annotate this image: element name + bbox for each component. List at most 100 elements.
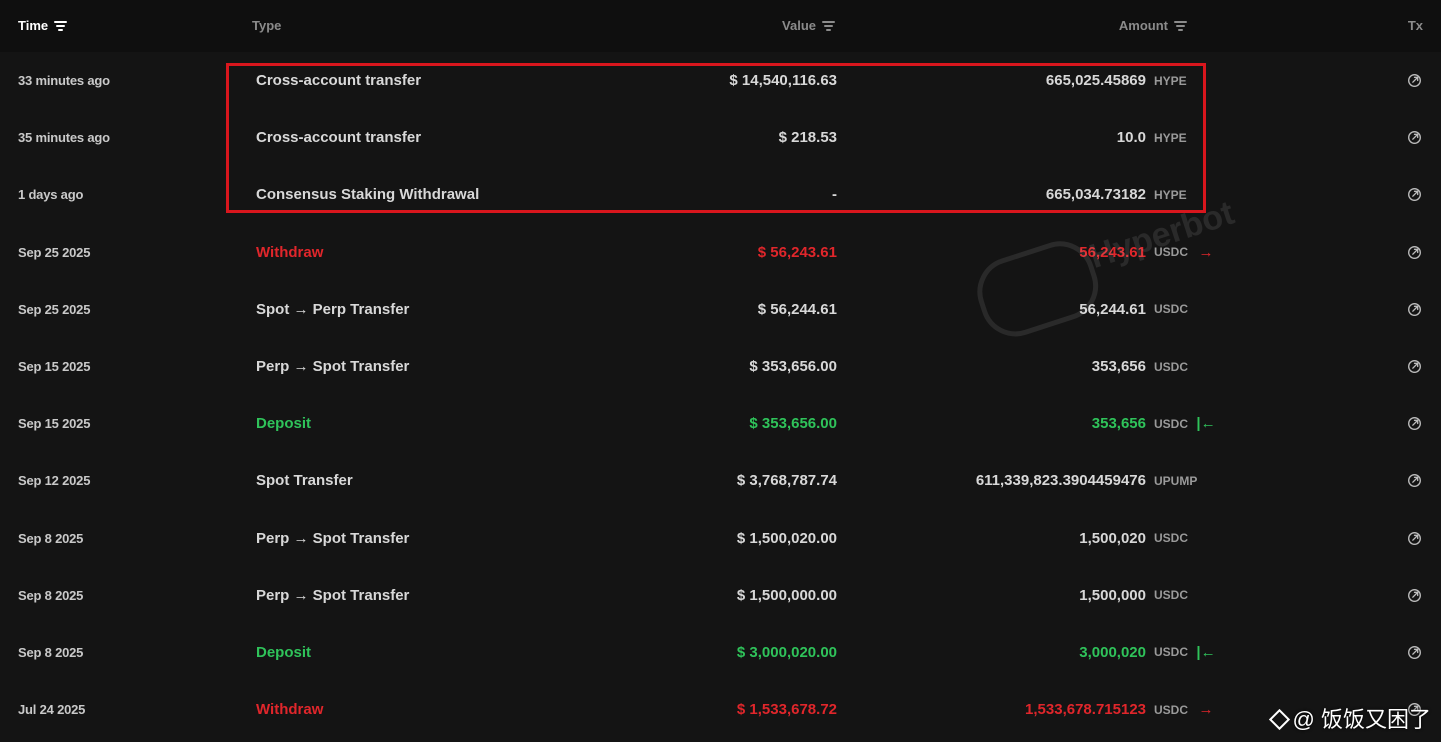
external-link-icon[interactable] — [1407, 531, 1422, 546]
row-amount-unit: USDC — [1154, 531, 1189, 546]
external-link-icon[interactable] — [1407, 645, 1422, 660]
external-link-icon[interactable] — [1407, 473, 1422, 488]
tx-link[interactable] — [1407, 166, 1422, 223]
row-value: $ 56,243.61 — [757, 243, 837, 261]
direction-empty — [1196, 52, 1216, 109]
header-value-label: Value — [782, 18, 816, 33]
header-amount-sort[interactable]: Amount — [1119, 0, 1187, 52]
table-row[interactable]: Jul 24 2025 Withdraw $ 1,533,678.72 1,533,6… — [0, 681, 1441, 738]
table-row[interactable]: Sep 25 2025 Withdraw $ 56,243.61 56,243.61 U… — [0, 224, 1441, 281]
tx-link[interactable] — [1407, 681, 1422, 738]
row-amount: 3,000,020 USDC — [1079, 624, 1188, 681]
table-row[interactable]: Sep 15 2025 Perp → Spot Transfer $ 353,656… — [0, 338, 1441, 395]
tx-link[interactable] — [1407, 624, 1422, 681]
row-type: Cross-account transfer — [256, 129, 422, 147]
table-row[interactable]: Sep 8 2025 Perp → Spot Transfer $ 1,500,02… — [0, 510, 1441, 567]
tx-link[interactable] — [1407, 109, 1422, 166]
table-row[interactable]: 33 minutes ago Cross-account transfer $ 14… — [0, 52, 1441, 109]
row-amount: 56,243.61 USDC — [1079, 224, 1188, 281]
row-amount-value: 56,244.61 — [1079, 300, 1146, 318]
row-amount-value: 1,500,000 — [1079, 586, 1146, 604]
row-type: Spot Transfer — [256, 472, 353, 490]
row-type: Withdraw — [256, 701, 324, 719]
external-link-icon[interactable] — [1407, 702, 1422, 717]
external-link-icon[interactable] — [1407, 302, 1422, 317]
table-header: Time Type Value Amount Tx — [0, 0, 1441, 52]
external-link-icon[interactable] — [1407, 416, 1422, 431]
row-time: Sep 25 2025 — [18, 244, 91, 260]
row-type: Perp → Spot Transfer — [256, 529, 410, 547]
table-row[interactable]: Sep 25 2025 Spot → Perp Transfer $ 56,244.… — [0, 281, 1441, 338]
row-amount-unit: USDC — [1154, 245, 1189, 260]
table-row[interactable]: 1 days ago Consensus Staking Withdrawal - 6… — [0, 166, 1441, 223]
row-amount: 611,339,823.3904459476 UPUMP — [976, 452, 1198, 509]
table-row[interactable]: 35 minutes ago Cross-account transfer $ 21… — [0, 109, 1441, 166]
row-amount-value: 353,656 — [1091, 358, 1146, 376]
row-amount-value: 1,500,020 — [1079, 529, 1146, 547]
direction-empty — [1196, 109, 1216, 166]
diamond-logo-icon — [1269, 709, 1287, 727]
direction-empty — [1196, 166, 1216, 223]
external-link-icon[interactable] — [1407, 130, 1422, 145]
table-row[interactable]: Sep 8 2025 Perp → Spot Transfer $ 1,500,00… — [0, 567, 1441, 624]
tx-link[interactable] — [1407, 224, 1422, 281]
external-link-icon[interactable] — [1407, 588, 1422, 603]
filter-icon[interactable] — [54, 21, 68, 31]
direction-empty — [1196, 510, 1216, 567]
row-amount-unit: USDC — [1154, 588, 1189, 603]
row-amount-unit: HYPE — [1154, 73, 1187, 88]
row-type: Perp → Spot Transfer — [256, 358, 410, 376]
row-amount: 353,656 USDC — [1092, 338, 1188, 395]
row-type: Perp → Spot Transfer — [256, 586, 410, 604]
filter-icon[interactable] — [822, 21, 835, 31]
row-amount-value: 1,533,678.715123 — [1025, 701, 1146, 719]
row-amount: 10.0 HYPE — [1117, 109, 1188, 166]
tx-link[interactable] — [1407, 52, 1422, 109]
external-link-icon[interactable] — [1407, 187, 1422, 202]
row-amount-unit: USDC — [1154, 416, 1189, 431]
header-type: Type — [252, 0, 281, 52]
tx-link[interactable] — [1407, 281, 1422, 338]
row-amount-unit: UPUMP — [1154, 473, 1198, 488]
row-amount-value: 353,656 — [1091, 415, 1146, 433]
row-amount: 1,500,020 USDC — [1079, 510, 1188, 567]
row-value: $ 1,500,000.00 — [736, 586, 837, 604]
row-value: $ 56,244.61 — [757, 300, 837, 318]
row-amount: 56,244.61 USDC — [1079, 281, 1188, 338]
direction-empty — [1196, 281, 1216, 338]
row-amount: 353,656 USDC — [1092, 395, 1188, 452]
table-row[interactable]: Sep 15 2025 Deposit $ 353,656.00 353,656 USD… — [0, 395, 1441, 452]
row-time: 33 minutes ago — [18, 73, 110, 89]
row-time: Sep 8 2025 — [18, 644, 84, 660]
tx-link[interactable] — [1407, 452, 1422, 509]
external-link-icon[interactable] — [1407, 245, 1422, 260]
row-value: $ 353,656.00 — [749, 358, 837, 376]
direction-empty — [1196, 567, 1216, 624]
row-value: $ 1,500,020.00 — [736, 529, 837, 547]
external-link-icon[interactable] — [1407, 73, 1422, 88]
filter-icon[interactable] — [1174, 21, 1187, 31]
row-type: Consensus Staking Withdrawal — [256, 186, 480, 204]
tx-link[interactable] — [1407, 510, 1422, 567]
header-value-sort[interactable]: Value — [782, 0, 835, 52]
table-body: 33 minutes ago Cross-account transfer $ 14… — [0, 52, 1441, 738]
row-amount: 665,034.73182 HYPE — [1046, 166, 1188, 223]
row-time: Sep 25 2025 — [18, 301, 91, 317]
row-time: 35 minutes ago — [18, 130, 110, 146]
external-link-icon[interactable] — [1407, 359, 1422, 374]
credit-watermark: @ 饭饭又困了 — [1269, 702, 1431, 734]
row-value: $ 1,533,678.72 — [736, 701, 837, 719]
tx-link[interactable] — [1407, 338, 1422, 395]
row-time: Sep 15 2025 — [18, 359, 91, 375]
table-row[interactable]: Sep 8 2025 Deposit $ 3,000,020.00 3,000,020… — [0, 624, 1441, 681]
row-value: $ 3,768,787.74 — [736, 472, 837, 490]
header-time-sort[interactable]: Time — [18, 0, 68, 52]
credit-text: @ 饭饭又困了 — [1292, 707, 1431, 732]
row-amount: 1,533,678.715123 USDC — [1025, 681, 1188, 738]
tx-link[interactable] — [1407, 567, 1422, 624]
tx-link[interactable] — [1407, 395, 1422, 452]
row-value: - — [832, 186, 837, 204]
table-row[interactable]: Sep 12 2025 Spot Transfer $ 3,768,787.74 61… — [0, 452, 1441, 509]
row-time: Sep 12 2025 — [18, 473, 91, 489]
row-amount-value: 10.0 — [1116, 129, 1146, 147]
